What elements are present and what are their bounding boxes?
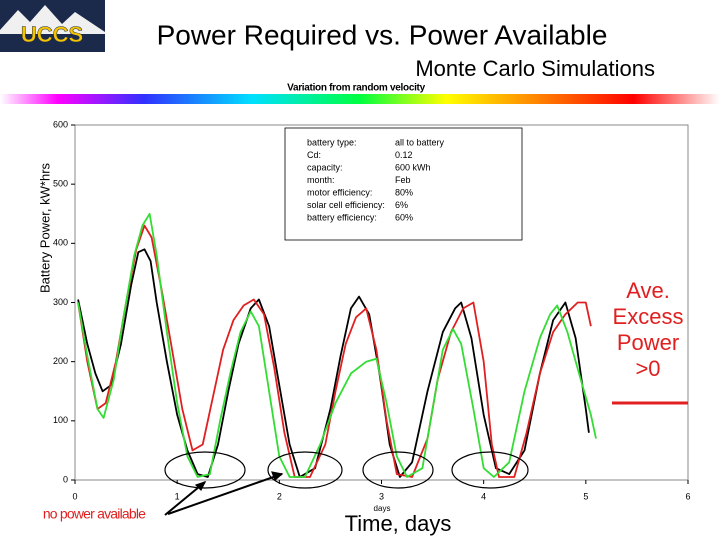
series-line (77, 248, 590, 478)
annotation-line: Power (617, 330, 679, 355)
arrow-head (271, 471, 284, 482)
logo-mountains (0, 5, 105, 34)
info-label: month: (307, 175, 335, 185)
info-label: battery efficiency: (307, 212, 377, 222)
annotation-line: >0 (635, 356, 660, 381)
info-box (284, 127, 523, 241)
slide-title: Power Required vs. Power Available (157, 19, 608, 50)
zero-ellipse (267, 451, 343, 489)
info-label: battery type: (307, 137, 357, 147)
x-tick-label: 4 (481, 491, 486, 501)
x-tick-label: 2 (277, 491, 282, 501)
info-value: 0.12 (395, 150, 413, 160)
x-tick-label: 0 (72, 491, 77, 501)
y-tick-label: 400 (53, 238, 68, 248)
zero-ellipse (362, 451, 434, 489)
x-tick-label: 3 (379, 491, 384, 501)
info-label: motor efficiency: (307, 187, 372, 197)
y-axis-label: Battery Power, kW*hrs (37, 162, 52, 293)
series-line (77, 224, 592, 478)
zero-ellipse (164, 451, 246, 489)
arrow (167, 473, 283, 515)
x-axis-label: days (374, 504, 391, 513)
y-tick-label: 600 (53, 119, 68, 129)
x-axis-title: Time, days (345, 511, 452, 536)
slide-subtitle: Monte Carlo Simulations (415, 56, 655, 81)
y-tick-label: 200 (53, 356, 68, 366)
info-label: solar cell efficiency: (307, 200, 385, 210)
no-power-marks (164, 451, 529, 516)
info-value: Feb (395, 175, 411, 185)
y-tick-label: 100 (53, 415, 68, 425)
info-value: all to battery (395, 137, 445, 147)
rainbow-bar (0, 94, 720, 104)
info-value: 6% (395, 200, 408, 210)
no-power-label: no power available (43, 506, 146, 522)
info-value: 600 kWh (395, 162, 431, 172)
chart-title: Variation from random velocity (287, 83, 425, 94)
arrow-head (194, 480, 207, 492)
y-tick-label: 500 (53, 179, 68, 189)
info-value: 80% (395, 187, 413, 197)
x-tick-label: 1 (175, 491, 180, 501)
annotation-line: Excess (613, 304, 684, 329)
y-tick-label: 300 (53, 297, 68, 307)
logo-text: UCCS (21, 22, 83, 47)
series-line (77, 212, 597, 478)
zero-ellipse (451, 451, 529, 489)
y-tick-label: 0 (63, 474, 68, 484)
info-value: 60% (395, 212, 413, 222)
annotation-line: Ave. (626, 278, 670, 303)
info-label: capacity: (307, 162, 343, 172)
info-text: battery type: all to battery Cd: 0.12 capaci… (307, 137, 445, 222)
info-label: Cd: (307, 150, 321, 160)
x-tick-label: 6 (685, 491, 690, 501)
plot: 0 100 200 300 400 500 600 0 1 2 3 4 5 6 (53, 119, 691, 501)
x-tick-label: 5 (583, 491, 588, 501)
